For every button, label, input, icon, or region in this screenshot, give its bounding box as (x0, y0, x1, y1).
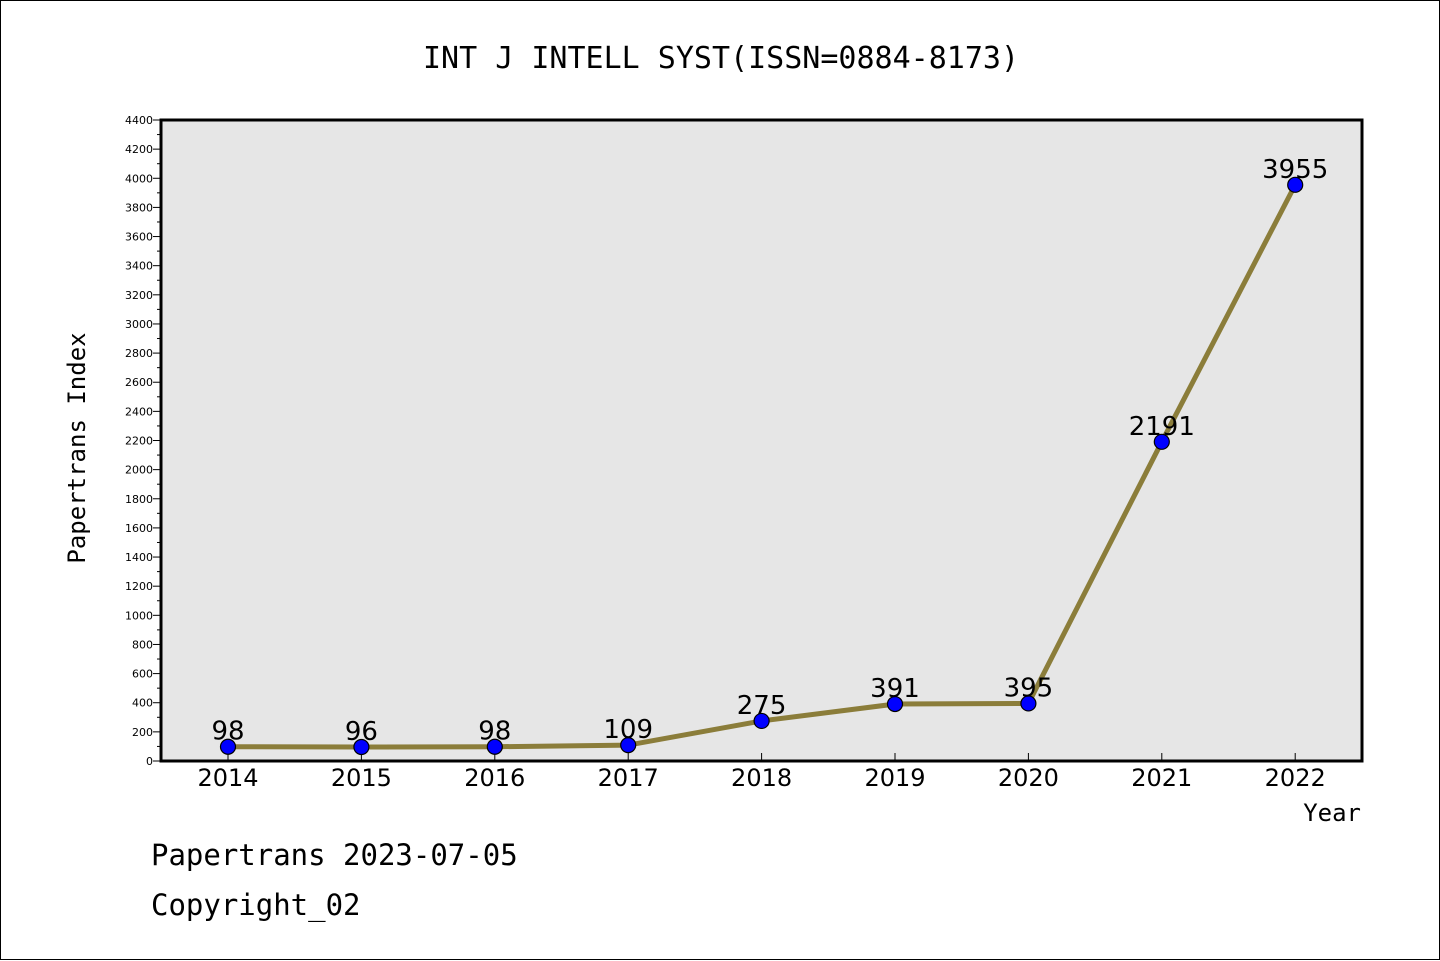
data-point (353, 738, 370, 756)
footer-copyright: Copyright_02 (151, 888, 361, 923)
y-tick-label: 1800 (125, 493, 153, 506)
y-tick-label: 0 (146, 755, 153, 768)
x-axis: 2014 2015 2016 2017 2018 2019 2020 2021 2022 (197, 753, 1326, 792)
data-label: 109 (603, 715, 653, 745)
y-tick-label: 1200 (125, 580, 153, 593)
data-label: 395 (1004, 673, 1054, 703)
plot-border (159, 118, 1364, 763)
y-tick-label: 200 (132, 726, 153, 739)
y-tick-label: 1600 (125, 522, 153, 535)
x-tick-label: 2016 (464, 764, 525, 792)
data-point (1287, 176, 1304, 193)
data-label: 391 (870, 674, 920, 704)
series-papertrans-index: 98 96 98 109 275 391 395 2191 3955 (211, 155, 1328, 756)
y-axis-label: Papertrans Index (63, 332, 91, 563)
y-tick-label: 400 (132, 697, 153, 710)
y-tick-label: 4000 (125, 172, 153, 185)
y-tick-label: 800 (132, 638, 153, 651)
data-point (753, 712, 770, 730)
data-point (1153, 433, 1170, 450)
data-point (1020, 695, 1037, 712)
y-tick-label: 2200 (125, 435, 153, 448)
y-tick-label: 3200 (125, 289, 153, 302)
x-tick-label: 2014 (197, 764, 258, 792)
x-tick-label: 2021 (1131, 764, 1192, 792)
data-label: 98 (478, 717, 511, 747)
data-point (620, 737, 637, 754)
y-tick-label: 2400 (125, 405, 153, 418)
y-tick-label: 3800 (125, 201, 153, 214)
y-tick-label: 2800 (125, 347, 153, 360)
y-tick-label: 3600 (125, 231, 153, 244)
x-tick-label: 2017 (598, 764, 659, 792)
data-label: 3955 (1262, 155, 1328, 185)
footer-source: Papertrans 2023-07-05 (151, 838, 518, 872)
y-tick-label: 3400 (125, 260, 153, 273)
data-point (486, 738, 503, 755)
y-tick-label: 1400 (125, 551, 153, 564)
y-tick-label: 4400 (125, 114, 153, 127)
x-axis-label: Year (1303, 799, 1361, 827)
x-tick-label: 2020 (998, 764, 1059, 792)
y-tick-label: 4200 (125, 143, 153, 156)
y-tick-label: 2600 (125, 376, 153, 389)
y-tick-label: 1000 (125, 609, 153, 622)
data-label: 275 (737, 691, 787, 721)
y-tick-label: 3000 (125, 318, 153, 331)
x-tick-label: 2018 (731, 764, 792, 792)
data-label: 96 (345, 717, 378, 747)
x-tick-label: 2019 (864, 764, 925, 792)
chart-title: INT J INTELL SYST(ISSN=0884-8173) (423, 41, 1019, 76)
data-point (219, 738, 237, 755)
y-tick-label: 2000 (125, 464, 153, 477)
y-tick-label: 600 (132, 668, 153, 681)
x-tick-label: 2015 (331, 764, 392, 792)
x-tick-label: 2022 (1265, 764, 1326, 792)
data-point (886, 695, 904, 713)
data-label: 98 (211, 717, 244, 747)
y-axis: 0 200 400 600 800 1000 1200 1400 1600 1800 2000 220… (125, 114, 161, 768)
data-label: 2191 (1129, 412, 1195, 442)
